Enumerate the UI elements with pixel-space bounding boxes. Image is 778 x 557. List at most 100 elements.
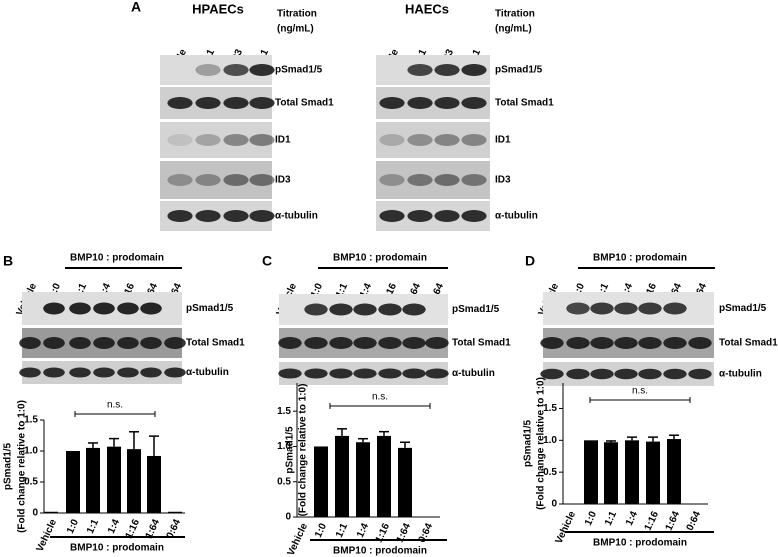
band: [249, 64, 275, 76]
bar: [44, 511, 58, 513]
error-bar: [358, 437, 368, 443]
band: [140, 302, 162, 315]
band: [69, 367, 91, 378]
bar: [86, 447, 100, 513]
band: [402, 303, 426, 316]
band-label: Total Smad1: [452, 338, 511, 349]
x-tick-label: 1:1: [85, 517, 101, 535]
x-tick-label: 1:16: [374, 521, 393, 544]
band: [434, 134, 460, 146]
x-tick-label: 1:16: [643, 509, 662, 532]
band-label: pSmad1/5: [495, 65, 543, 76]
band: [195, 134, 221, 146]
error-bar: [669, 434, 679, 440]
band: [402, 337, 426, 349]
band: [434, 210, 460, 222]
band: [223, 210, 249, 222]
band: [590, 337, 614, 349]
panel-letter: B: [3, 253, 13, 269]
y-tick-label: 0: [285, 512, 291, 523]
band: [540, 368, 564, 380]
band: [378, 303, 402, 316]
band: [434, 174, 460, 186]
band: [379, 210, 405, 222]
band: [304, 303, 328, 316]
band: [223, 64, 249, 76]
lane-header: BMP10 : prodomain: [70, 253, 164, 264]
y-axis-label: (Fold change relative to 1:0): [536, 377, 547, 510]
band-label: ID1: [495, 135, 511, 146]
band: [195, 174, 221, 186]
band: [43, 367, 65, 378]
band: [425, 368, 449, 379]
band-label: ID3: [275, 175, 291, 186]
band: [167, 210, 193, 222]
y-tick-label: 0: [551, 499, 557, 510]
y-tick-label: 1.0: [24, 446, 38, 457]
band: [117, 337, 139, 349]
y-tick-label: 1.0: [277, 441, 291, 452]
error-bar: [648, 436, 658, 442]
y-tick-label: 0.5: [543, 467, 557, 478]
band: [540, 337, 564, 349]
band: [249, 97, 275, 109]
band: [167, 134, 193, 146]
x-tick-label: 1:0: [583, 509, 599, 527]
panel-letter: A: [131, 0, 141, 15]
band: [167, 97, 193, 109]
lane-header: (ng/mL): [277, 24, 314, 35]
band: [425, 337, 449, 349]
blot-strip: [160, 122, 272, 158]
band: [69, 302, 91, 315]
error-bar: [627, 436, 637, 441]
x-tick-label: 1:1: [334, 521, 350, 539]
band: [140, 337, 162, 349]
band: [638, 302, 662, 315]
band: [164, 337, 186, 349]
band: [195, 97, 221, 109]
y-axis-label: pSmad1/5: [3, 442, 14, 490]
band: [461, 134, 487, 146]
band-label: Total Smad1: [275, 98, 334, 109]
band: [19, 337, 41, 349]
band: [140, 367, 162, 378]
band-label: ID3: [495, 175, 511, 186]
band: [195, 64, 221, 76]
blot-strip: [376, 122, 490, 158]
band: [93, 337, 115, 349]
x-tick-label: Vehicle: [554, 509, 579, 545]
band: [378, 337, 402, 349]
x-tick-label: 1:4: [624, 509, 640, 527]
band: [434, 97, 460, 109]
bar: [127, 449, 141, 513]
band: [663, 368, 687, 380]
band-label: α-tubulin: [495, 211, 538, 222]
bar: [356, 442, 370, 517]
lane-label: 1: [259, 47, 272, 57]
y-tick-label: 1.5: [24, 415, 38, 426]
band: [69, 337, 91, 349]
band: [590, 302, 614, 315]
lane-header: BMP10 : prodomain: [593, 253, 687, 264]
y-tick-label: 1.5: [277, 406, 291, 417]
band: [663, 302, 687, 315]
x-axis-label: BMP10 : prodomain: [333, 546, 427, 557]
lane-header: Titration: [495, 9, 535, 20]
y-tick-label: 1.5: [543, 403, 557, 414]
lane-header: (ng/mL): [495, 24, 532, 35]
band: [461, 210, 487, 222]
band: [379, 97, 405, 109]
y-tick-label: 0.5: [24, 477, 38, 488]
bar: [625, 440, 639, 504]
bar: [147, 455, 161, 513]
error-bar: [129, 431, 139, 450]
annotation: n.s.: [632, 386, 648, 397]
annotation: n.s.: [107, 400, 123, 411]
band: [461, 64, 487, 76]
band: [407, 174, 433, 186]
band: [461, 97, 487, 109]
panel-letter: C: [262, 253, 272, 269]
band: [304, 337, 328, 349]
x-axis-label: BMP10 : prodomain: [70, 543, 164, 554]
